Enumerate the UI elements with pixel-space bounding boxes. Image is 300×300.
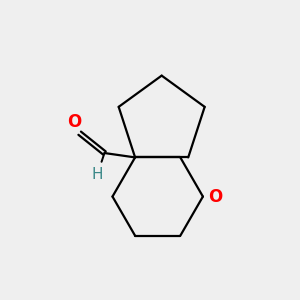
- Text: O: O: [208, 188, 222, 206]
- Text: O: O: [67, 113, 81, 131]
- Text: H: H: [92, 167, 103, 182]
